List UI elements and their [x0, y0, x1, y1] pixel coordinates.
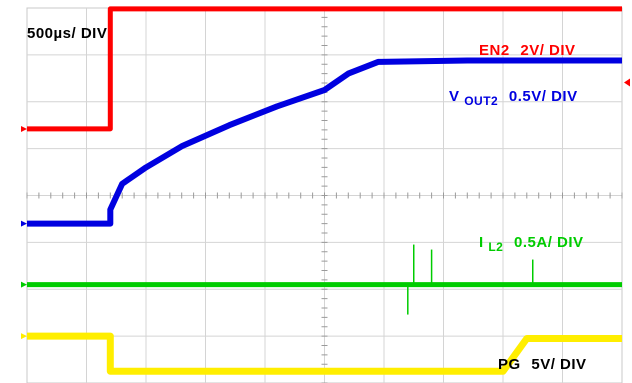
trace-en2 [27, 6, 622, 132]
il2-label-scale: 0.5A/ DIV [514, 234, 584, 251]
trigger-level-marker [624, 78, 630, 87]
il2-label-main: I [479, 234, 484, 251]
il2-label-sub: L2 [488, 240, 503, 254]
vout2-label-sub: OUT2 [464, 94, 498, 108]
marker-vout2 [21, 220, 27, 227]
pg-label-main: PG [498, 356, 521, 373]
pg-label-scale: 5V/ DIV [531, 356, 586, 373]
trace-group [27, 6, 622, 375]
graticule-grid [26, 7, 623, 383]
vout2-label-main: V [449, 88, 460, 105]
il2-label: I L2 0.5A/ DIV [479, 234, 584, 255]
trace-vout2 [27, 57, 622, 227]
marker-pg [21, 333, 27, 340]
marker-en2 [21, 125, 27, 132]
trace-pg [27, 332, 622, 375]
en2-label: EN2 2V/ DIV [479, 42, 576, 59]
vout2-label: V OUT2 0.5V/ DIV [449, 88, 578, 109]
en2-label-main: EN2 [479, 42, 510, 59]
time-scale-label: 500µs/ DIV [27, 25, 107, 42]
vout2-label-scale: 0.5V/ DIV [509, 88, 578, 105]
en2-label-scale: 2V/ DIV [520, 42, 575, 59]
pg-label: PG 5V/ DIV [498, 356, 587, 373]
marker-il2 [21, 281, 27, 288]
channel-markers [21, 78, 630, 340]
